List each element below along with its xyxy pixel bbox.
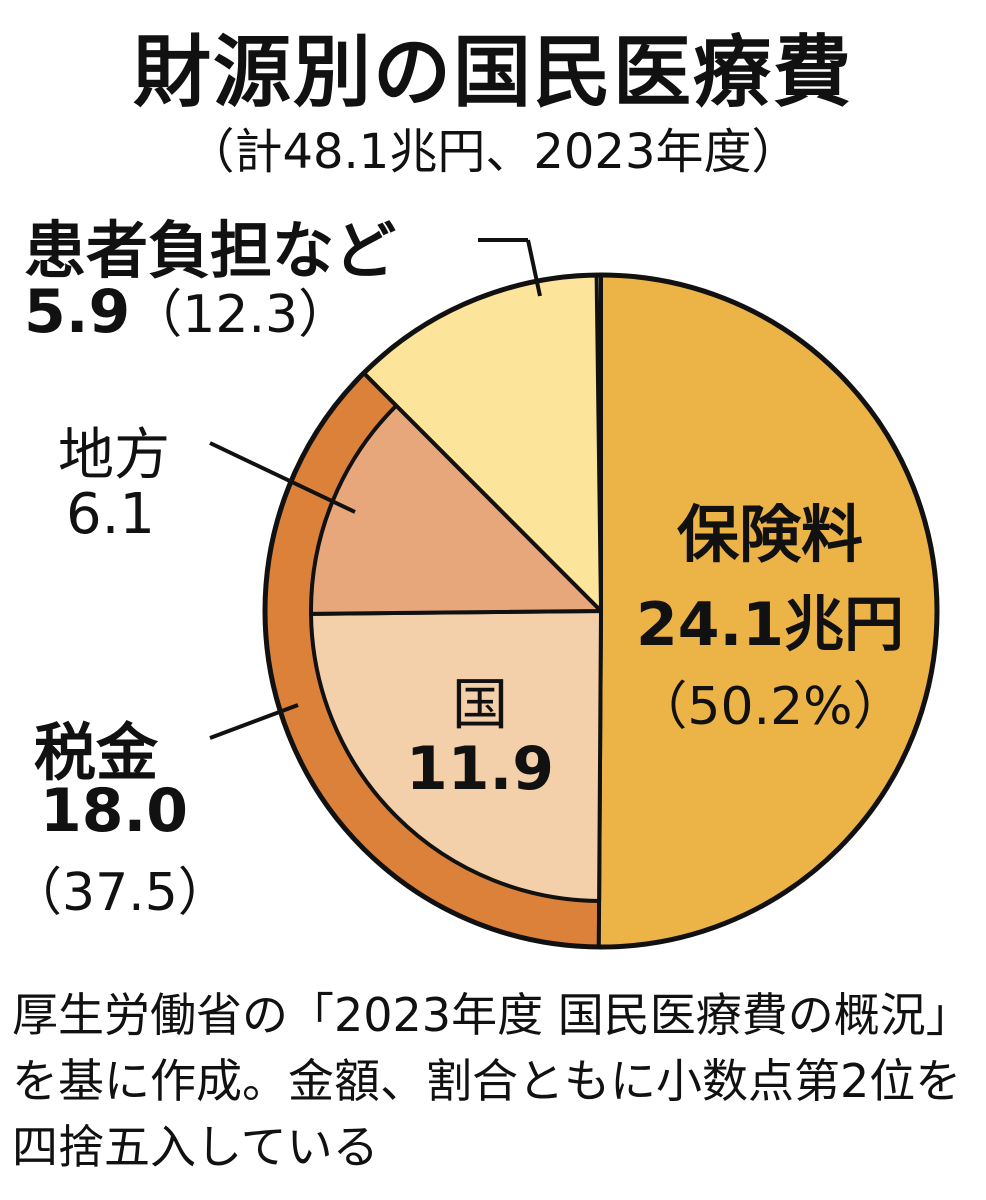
pie-slice-kuni xyxy=(309,609,603,903)
label-zeikin-pct: （37.5） xyxy=(10,863,230,923)
leader-line-kanja xyxy=(526,239,542,297)
label-hoken-value: 24.1兆円 xyxy=(635,590,905,660)
leader-line-chiho xyxy=(209,441,356,514)
label-chiho-name: 地方 xyxy=(58,423,170,488)
label-kanja-name: 患者負担など xyxy=(24,214,397,287)
label-chiho-value: 6.1 xyxy=(66,482,156,547)
pie-chart xyxy=(209,238,940,950)
pie-outline xyxy=(262,272,940,950)
chart-title: 財源別の国民医療費 xyxy=(132,28,853,118)
source-note: 厚生労働省の「2023年度 国民医療費の概況」を基に作成。金額、割合ともに小数点… xyxy=(12,988,972,1174)
label-zeikin-name: 税金 xyxy=(34,716,159,789)
label-kanja-value: 5.9 xyxy=(24,277,131,347)
label-kanja-values: 5.9（12.3） xyxy=(24,272,350,347)
label-kuni-value: 11.9 xyxy=(405,734,555,804)
label-zeikin-value: 18.0 xyxy=(40,776,189,846)
chart-subtitle: （計48.1兆円、2023年度） xyxy=(186,124,800,180)
label-kuni-name: 国 xyxy=(452,673,508,738)
leader-line-zeikin xyxy=(209,703,299,740)
label-kanja-pct: （12.3） xyxy=(130,285,351,345)
label-hoken-pct: （50.2%） xyxy=(635,677,905,737)
label-hoken-name: 保険料 xyxy=(676,498,863,571)
